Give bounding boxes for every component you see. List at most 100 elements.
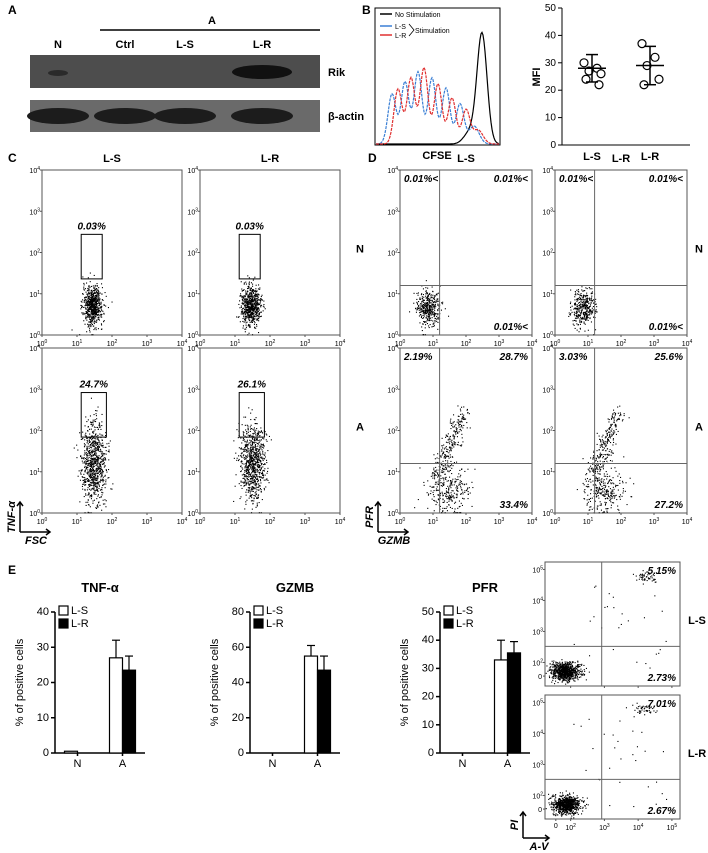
event-dot [105,500,107,502]
blot-label: β-actin [328,111,364,123]
event-dot [97,302,99,304]
event-dot [443,484,445,486]
event-dot [90,423,92,425]
event-dot [619,498,621,500]
tick-exp: 2 [395,249,398,255]
event-dot [443,456,445,458]
event-dot [453,438,455,440]
event-dot [574,327,576,329]
event-dot [573,314,575,316]
event-dot [88,484,90,486]
event-dot [576,489,578,491]
event-dot [428,327,430,329]
event-dot [97,442,99,444]
event-dot [254,298,256,300]
event-dot [270,439,272,441]
event-dot [611,423,613,425]
event-dot [595,329,597,331]
event-dot [618,418,620,420]
event-dot [578,293,580,295]
tick-exp: 1 [238,339,241,345]
tick-exp: 3 [37,207,40,213]
event-dot [577,316,579,318]
event-dot [97,477,99,479]
event-dot [457,405,459,407]
tick-base: 10 [649,519,657,526]
event-dot [84,323,86,325]
event-dot [101,473,103,475]
event-dot [93,290,95,292]
event-dot [253,483,255,485]
event-dot [105,453,107,455]
event-dot [622,492,624,494]
event-dot [595,480,597,482]
event-dot [247,461,249,463]
event-dot [591,299,593,301]
event-dot [585,300,587,302]
tick-base: 10 [542,209,550,216]
event-dot [250,451,252,453]
legend-label: L-S [395,24,406,31]
event-dot [461,425,463,427]
event-dot [86,440,88,442]
tick-base: 10 [542,429,550,436]
event-dot [240,447,242,449]
event-dot [257,432,259,434]
event-dot [84,298,86,300]
plot-frame [199,347,341,514]
event-dot [585,301,587,303]
event-dot [246,304,248,306]
event-dot [417,306,419,308]
event-dot [103,321,105,323]
event-dot [590,302,592,304]
event-dot [425,324,427,326]
event-dot [252,307,254,309]
event-dot [238,458,240,460]
event-dot [596,505,598,507]
blot-band [94,108,156,124]
event-dot [605,446,607,448]
tick-exp: 4 [37,166,40,172]
event-dot [105,483,107,485]
event-dot [246,301,248,303]
event-dot [251,292,253,294]
event-dot [435,318,437,320]
event-dot [96,476,98,478]
event-dot [85,297,87,299]
event-dot [256,461,258,463]
event-dot [246,472,248,474]
event-dot [87,323,89,325]
event-dot [100,323,102,325]
event-dot [86,421,88,423]
event-dot [256,291,258,293]
event-dot [574,315,576,317]
event-dot [253,323,255,325]
event-dot [92,302,94,304]
event-dot [257,299,259,301]
event-dot [263,479,265,481]
event-dot [245,441,247,443]
tick-label: 102 [616,339,627,348]
event-dot [250,424,252,426]
event-dot [260,439,262,441]
event-dot [251,469,253,471]
event-dot [597,467,599,469]
event-dot [576,315,578,317]
event-dot [437,489,439,491]
event-dot [247,325,249,327]
event-dot [251,315,253,317]
event-dot [100,449,102,451]
event-dot [253,464,255,466]
event-dot [83,320,85,322]
event-dot [88,462,90,464]
tick-exp: 2 [624,339,627,345]
event-dot [247,295,249,297]
event-dot [244,300,246,302]
quadrant-percent: 0.01%< [559,174,593,185]
event-dot [248,472,250,474]
event-dot [590,457,592,459]
event-dot [247,314,249,316]
event-dot [266,459,268,461]
event-dot [95,465,97,467]
event-dot [432,298,434,300]
